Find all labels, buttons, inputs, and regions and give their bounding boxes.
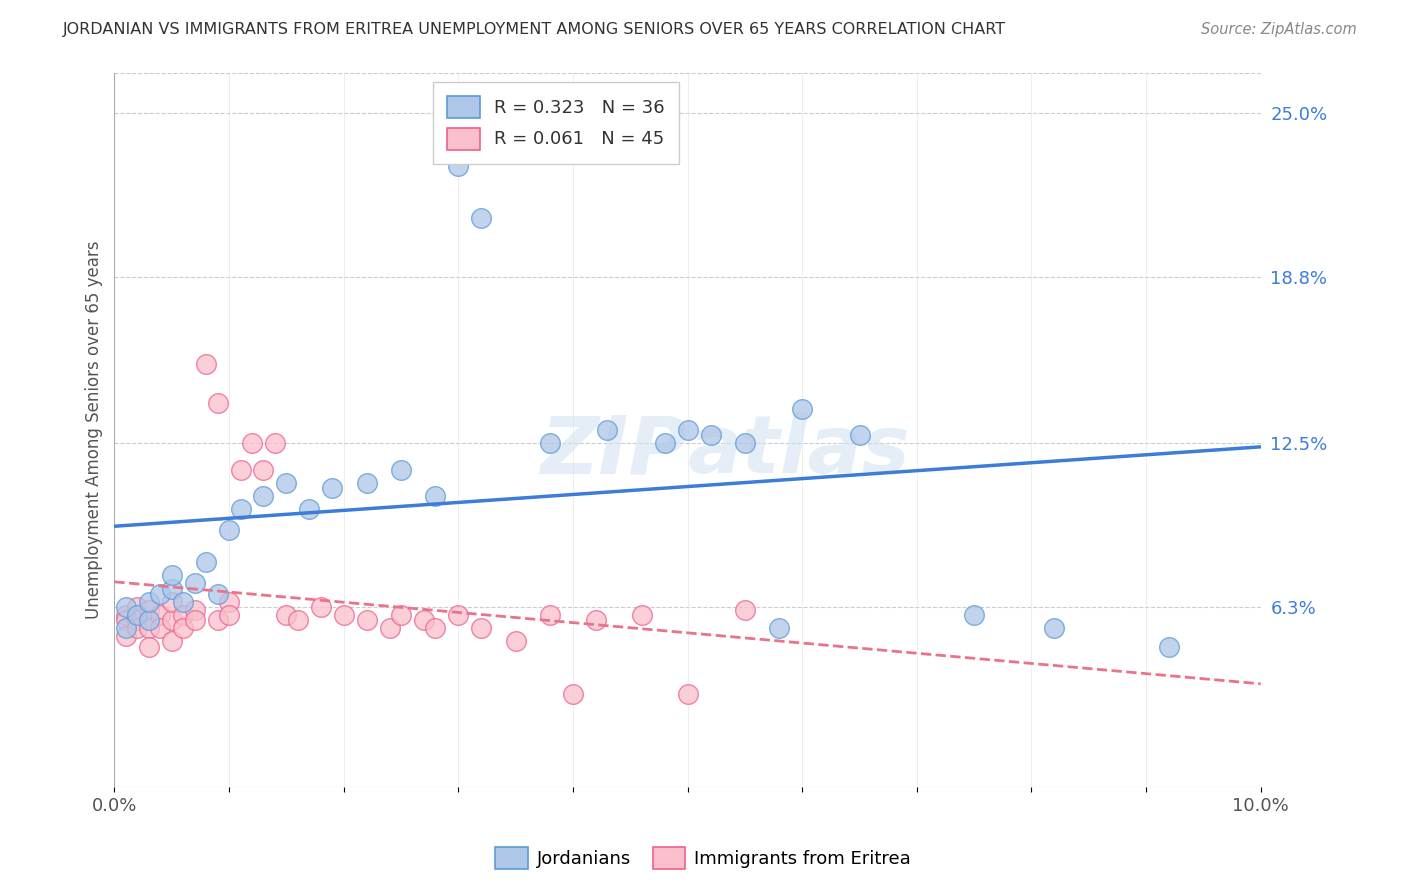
- Point: [138, 613, 160, 627]
- Point: [252, 462, 274, 476]
- Point: [218, 595, 240, 609]
- Point: [792, 401, 814, 416]
- Point: [138, 603, 160, 617]
- Point: [321, 481, 343, 495]
- Point: [183, 603, 205, 617]
- Point: [138, 595, 160, 609]
- Point: [149, 621, 172, 635]
- Point: [425, 621, 447, 635]
- Point: [127, 613, 149, 627]
- Point: [172, 595, 194, 609]
- Point: [458, 119, 481, 133]
- Legend: Jordanians, Immigrants from Eritrea: Jordanians, Immigrants from Eritrea: [488, 839, 918, 876]
- Point: [138, 640, 160, 654]
- Text: ZIP: ZIP: [540, 412, 688, 491]
- Point: [699, 428, 721, 442]
- Point: [115, 607, 138, 622]
- Point: [848, 428, 870, 442]
- Point: [218, 607, 240, 622]
- Point: [115, 600, 138, 615]
- Point: [207, 396, 229, 410]
- Text: Source: ZipAtlas.com: Source: ZipAtlas.com: [1201, 22, 1357, 37]
- Point: [229, 462, 252, 476]
- Point: [389, 462, 412, 476]
- Point: [425, 489, 447, 503]
- Point: [195, 357, 218, 371]
- Point: [470, 211, 492, 226]
- Point: [596, 423, 619, 437]
- Point: [562, 687, 585, 701]
- Point: [676, 687, 699, 701]
- Point: [963, 607, 986, 622]
- Point: [149, 587, 172, 601]
- Point: [160, 595, 183, 609]
- Text: atlas: atlas: [688, 412, 910, 491]
- Point: [276, 475, 298, 490]
- Point: [115, 629, 138, 643]
- Point: [218, 524, 240, 538]
- Point: [356, 613, 378, 627]
- Point: [127, 607, 149, 622]
- Point: [654, 436, 676, 450]
- Point: [309, 600, 332, 615]
- Legend: R = 0.323   N = 36, R = 0.061   N = 45: R = 0.323 N = 36, R = 0.061 N = 45: [433, 82, 679, 164]
- Point: [505, 634, 527, 648]
- Point: [264, 436, 287, 450]
- Point: [734, 603, 756, 617]
- Point: [276, 607, 298, 622]
- Point: [229, 502, 252, 516]
- Point: [1157, 640, 1180, 654]
- Point: [447, 159, 470, 173]
- Point: [195, 555, 218, 569]
- Point: [413, 613, 436, 627]
- Point: [207, 587, 229, 601]
- Point: [127, 621, 149, 635]
- Point: [160, 568, 183, 582]
- Point: [332, 607, 354, 622]
- Point: [172, 607, 194, 622]
- Point: [115, 621, 138, 635]
- Point: [538, 436, 561, 450]
- Point: [630, 607, 652, 622]
- Point: [149, 607, 172, 622]
- Point: [447, 607, 470, 622]
- Point: [538, 607, 561, 622]
- Point: [172, 621, 194, 635]
- Point: [1043, 621, 1066, 635]
- Point: [160, 582, 183, 596]
- Point: [389, 607, 412, 622]
- Point: [240, 436, 263, 450]
- Point: [378, 621, 401, 635]
- Point: [252, 489, 274, 503]
- Point: [138, 621, 160, 635]
- Point: [470, 621, 492, 635]
- Point: [298, 502, 321, 516]
- Point: [160, 613, 183, 627]
- Y-axis label: Unemployment Among Seniors over 65 years: Unemployment Among Seniors over 65 years: [86, 241, 103, 619]
- Point: [127, 600, 149, 615]
- Point: [207, 613, 229, 627]
- Point: [356, 475, 378, 490]
- Point: [676, 423, 699, 437]
- Point: [287, 613, 309, 627]
- Point: [160, 634, 183, 648]
- Text: JORDANIAN VS IMMIGRANTS FROM ERITREA UNEMPLOYMENT AMONG SENIORS OVER 65 YEARS CO: JORDANIAN VS IMMIGRANTS FROM ERITREA UNE…: [63, 22, 1007, 37]
- Point: [115, 613, 138, 627]
- Point: [734, 436, 756, 450]
- Point: [183, 576, 205, 591]
- Point: [585, 613, 607, 627]
- Point: [768, 621, 790, 635]
- Point: [183, 613, 205, 627]
